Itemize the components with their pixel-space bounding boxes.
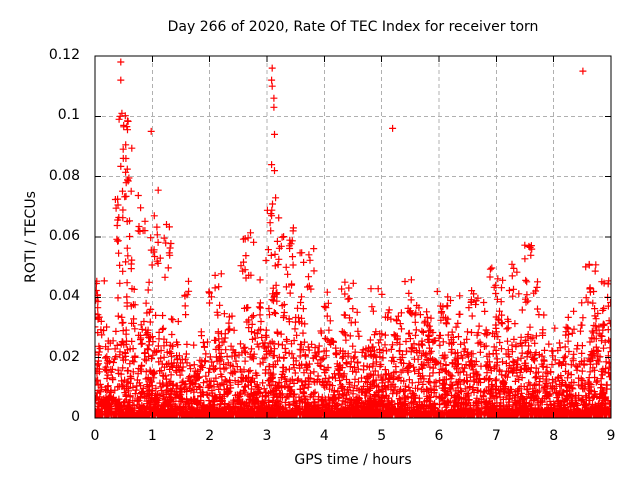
y-tick-label: 0.02 [48, 348, 80, 365]
x-tick-label: 9 [606, 428, 616, 444]
y-tick-label: 0.12 [48, 47, 80, 63]
x-tick-label: 0 [90, 428, 100, 444]
y-tick-label: 0.1 [57, 107, 80, 124]
x-tick-label: 1 [147, 428, 157, 444]
x-tick-label: 3 [262, 428, 272, 444]
x-tick-label: 4 [319, 428, 329, 444]
y-tick-label: 0 [71, 409, 80, 425]
x-tick-label: 8 [549, 428, 559, 444]
chart-title: Day 266 of 2020, Rate Of TEC Index for r… [167, 19, 539, 35]
x-tick-label: 2 [205, 428, 215, 444]
y-tick-label: 0.06 [48, 228, 80, 244]
y-tick-label: 0.08 [48, 167, 80, 184]
x-axis-label: GPS time / hours [294, 452, 412, 468]
x-tick-label: 5 [377, 428, 387, 444]
axis-ticks [94, 55, 612, 419]
x-tick-label: 7 [491, 428, 501, 444]
y-tick-label: 0.04 [48, 288, 80, 305]
scatter-points [95, 58, 611, 418]
x-tick-label: 6 [434, 428, 444, 444]
